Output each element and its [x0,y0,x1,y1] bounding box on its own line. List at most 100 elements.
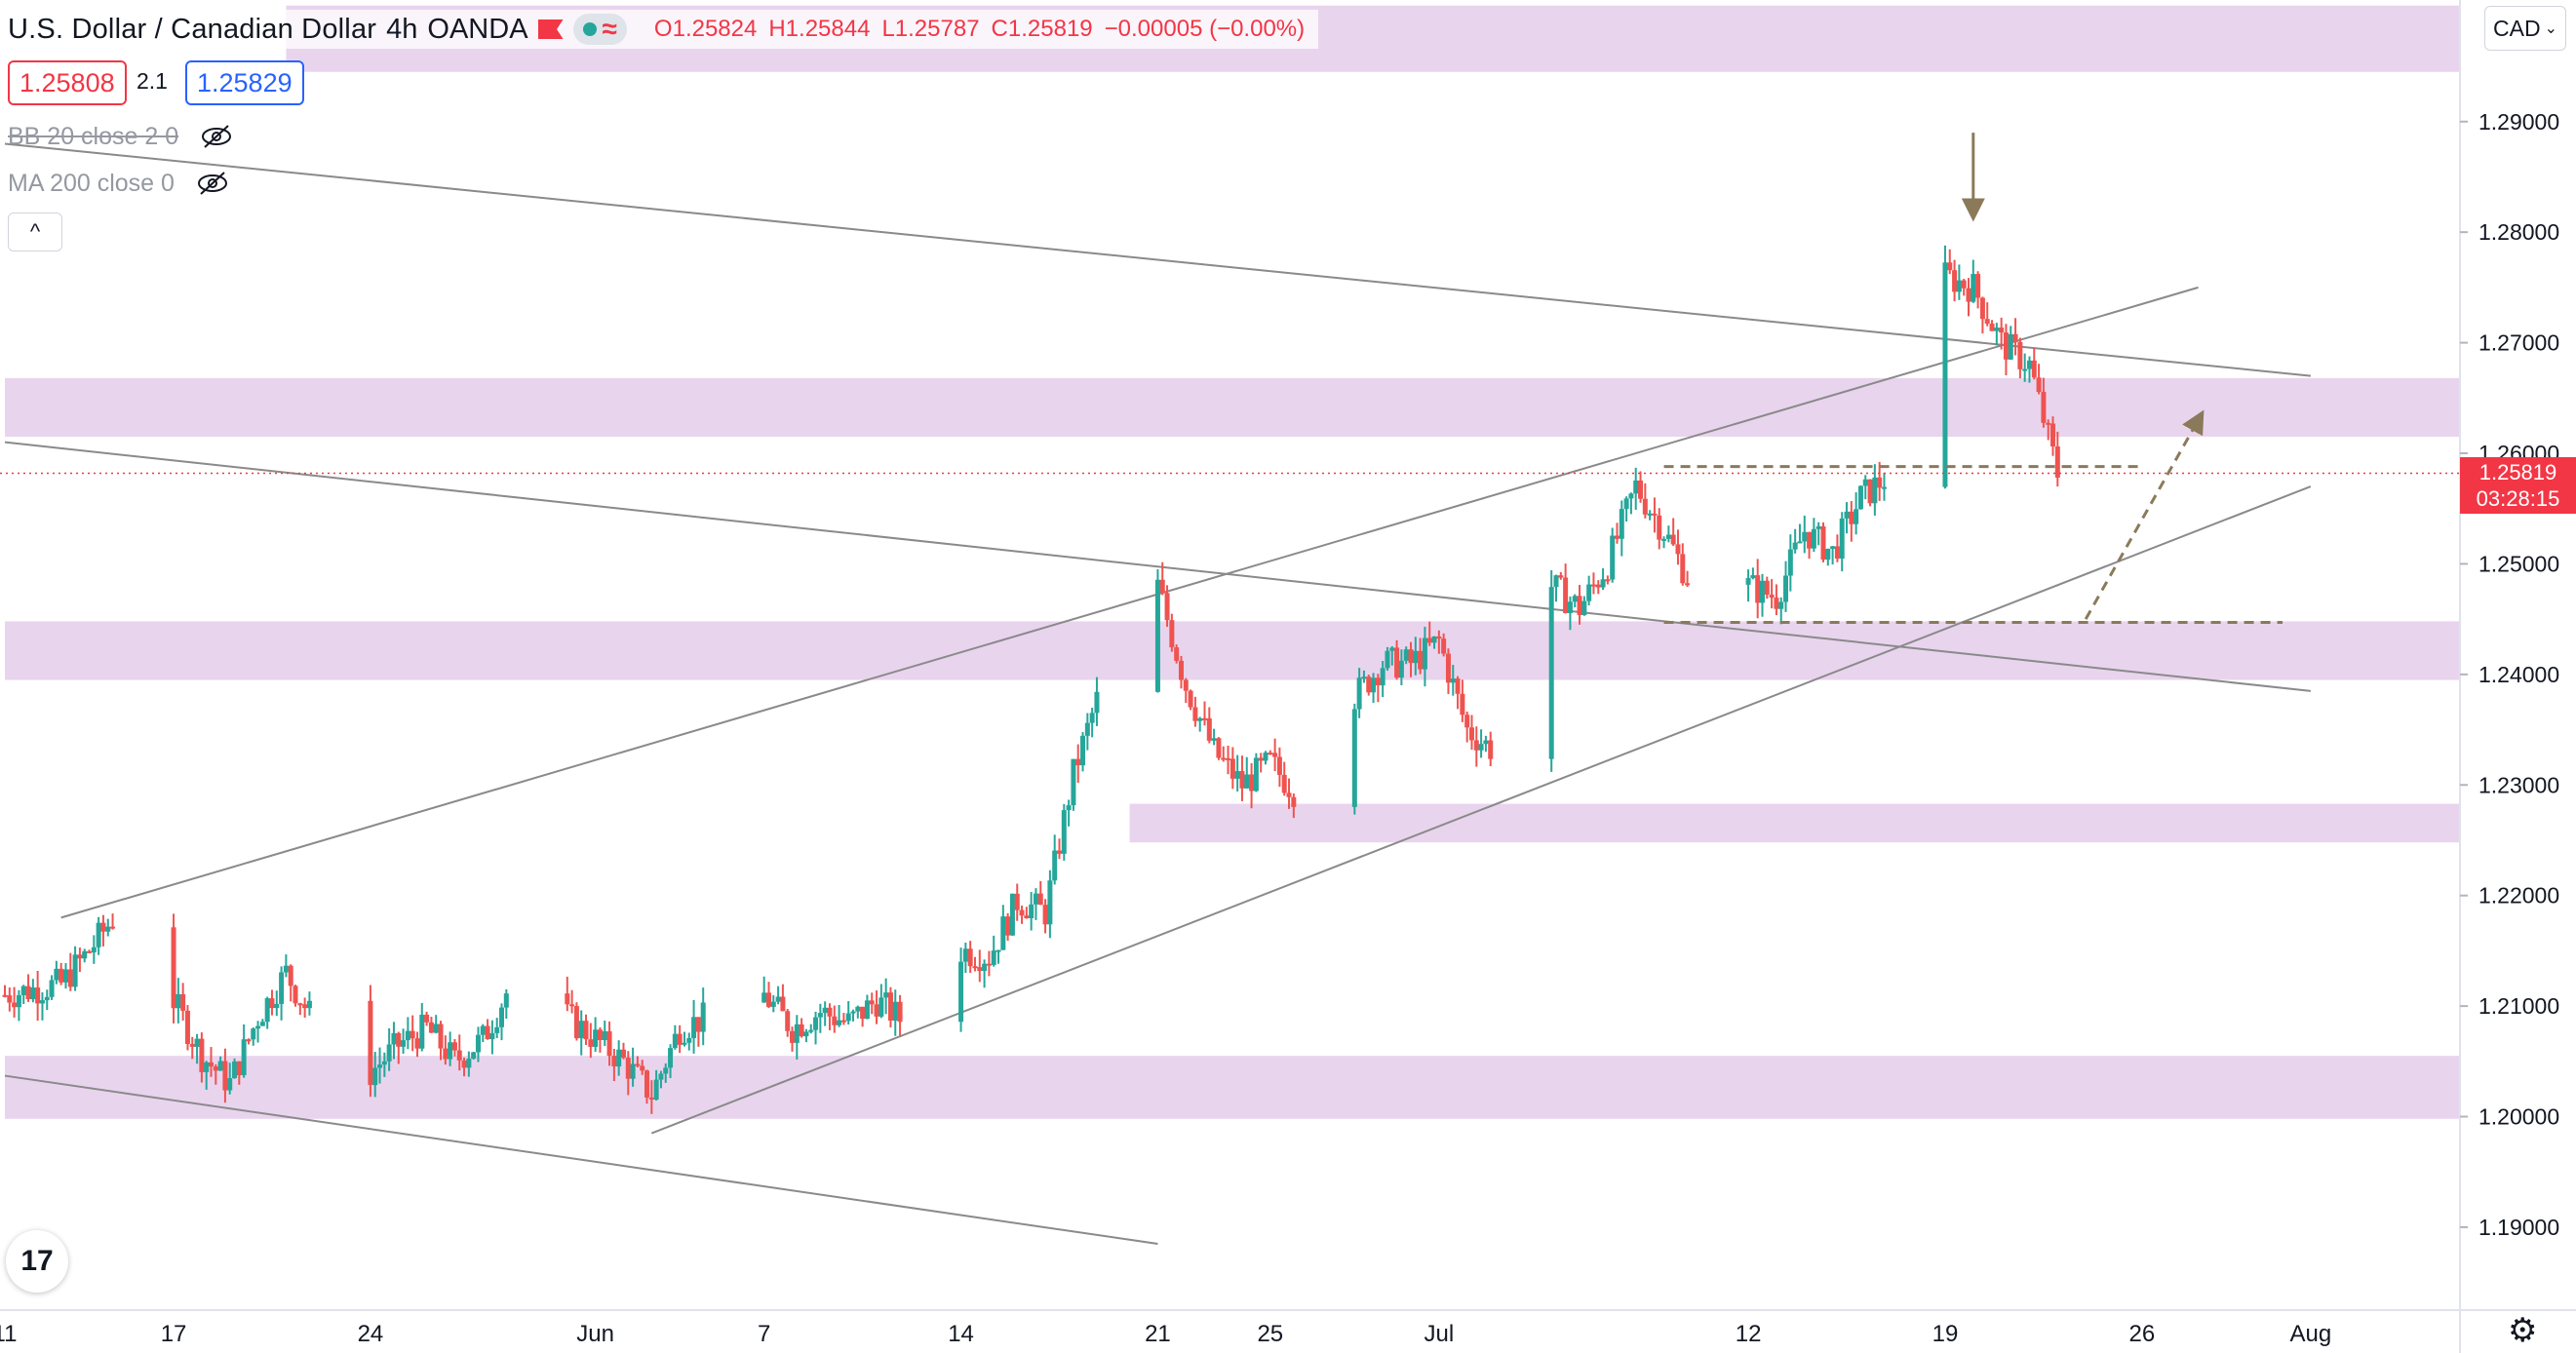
zone-rect [5,377,2460,437]
candle-body [1844,511,1850,519]
candle-body [1351,709,1357,807]
candle-body [105,926,111,932]
trendline [4,441,2311,692]
candle-body [443,1048,449,1060]
flag-icon[interactable] [537,19,564,39]
time-tick-label: 7 [758,1321,770,1347]
candle-body [573,1006,579,1039]
candle-body [1019,909,1025,916]
bar-countdown: 03:28:15 [2476,486,2560,511]
eye-off-icon[interactable] [196,171,229,196]
candle-body [35,987,41,1004]
eye-off-icon[interactable] [200,124,233,149]
candle-body [794,1024,800,1043]
candle-body [986,963,992,966]
candle-body [1638,480,1644,499]
candle-body [1202,717,1208,720]
candle-body [578,1021,584,1039]
candle-body [489,1032,495,1040]
candle-body [1877,477,1883,488]
candle-body [1675,544,1681,555]
candle-body [1375,677,1381,686]
candle-body [241,1039,247,1076]
candle-body [1258,757,1264,761]
candle-body [770,1001,776,1007]
candle-body [1014,893,1020,910]
candle-body [1042,905,1048,925]
candle-body [1971,274,1976,302]
candle-body [1033,893,1038,905]
candle-body [1394,647,1400,678]
candle-body [2050,423,2056,446]
candle-body [1366,676,1372,693]
candle-body [1581,600,1587,615]
candle-body [1685,583,1691,586]
candle-body [808,1029,814,1032]
candle-body [451,1042,457,1051]
collapse-legend-button[interactable]: ^ [8,213,62,251]
candle-body [67,969,73,987]
candle-body [1755,575,1761,603]
candle-body [184,1010,190,1044]
candle-body [765,992,771,1007]
candle-body [391,1032,397,1045]
candle-body [2036,377,2042,393]
gear-icon[interactable]: ⚙ [2508,1312,2538,1349]
buy-button[interactable]: 1.25829 [185,60,304,105]
interval-label[interactable]: 4h [386,13,418,45]
candle-body [1839,518,1845,560]
sell-button[interactable]: 1.25808 [8,60,127,105]
tradingview-logo-icon[interactable]: 17 [6,1230,68,1293]
candle-body [1286,792,1292,797]
time-tick-label: Jul [1424,1321,1454,1347]
candle-body [977,967,983,972]
market-status[interactable]: ≈ [572,14,627,45]
candle-body [110,926,116,929]
candle-body [1787,549,1793,576]
candle-body [1610,535,1616,580]
candle-body [259,1022,265,1026]
candle-body [44,996,50,1001]
candle-body [448,1042,453,1060]
candle-body [761,992,767,1003]
symbol-title[interactable]: U.S. Dollar / Canadian Dollar [8,13,377,45]
candle-body [1956,280,1962,292]
candle-body [869,1000,875,1005]
ohlc-low: L1.25787 [881,16,980,42]
candle-body [672,1033,678,1049]
candle-body [1745,578,1751,585]
candle-body [1464,715,1470,728]
logo-text: 17 [20,1245,54,1277]
currency-button[interactable]: CAD ⌄ [2484,6,2566,51]
candle-body [2041,392,2047,423]
candle-body [377,1064,383,1068]
candle-body [1445,653,1451,683]
candle-body [565,993,570,1005]
zone-rect [5,621,2460,680]
candle-body [827,1007,833,1017]
candle-body [630,1063,636,1079]
candle-body [208,1062,214,1067]
candle-body [410,1030,415,1039]
candle-body [1094,691,1100,714]
candle-body [1642,498,1648,515]
candle-body [288,965,293,986]
indicator-bb[interactable]: BB 20 close 2 0 [8,119,233,154]
indicator-ma[interactable]: MA 200 close 0 [8,166,229,201]
candle-body [49,980,55,997]
candle-body [1455,678,1461,694]
candle-body [1361,676,1367,679]
candle-body [204,1062,210,1072]
candle-body [860,1006,866,1020]
candle-body [381,1061,387,1065]
dashed-arrow [2084,409,2205,620]
candle-body [1066,805,1072,811]
candle-body [1450,678,1456,683]
candle-body [2026,360,2032,369]
candle-body [606,1030,612,1057]
price-tick-label: 1.24000 [2478,662,2559,687]
candle-body [1849,511,1854,524]
candle-body [1811,528,1816,549]
candle-body [96,922,101,947]
